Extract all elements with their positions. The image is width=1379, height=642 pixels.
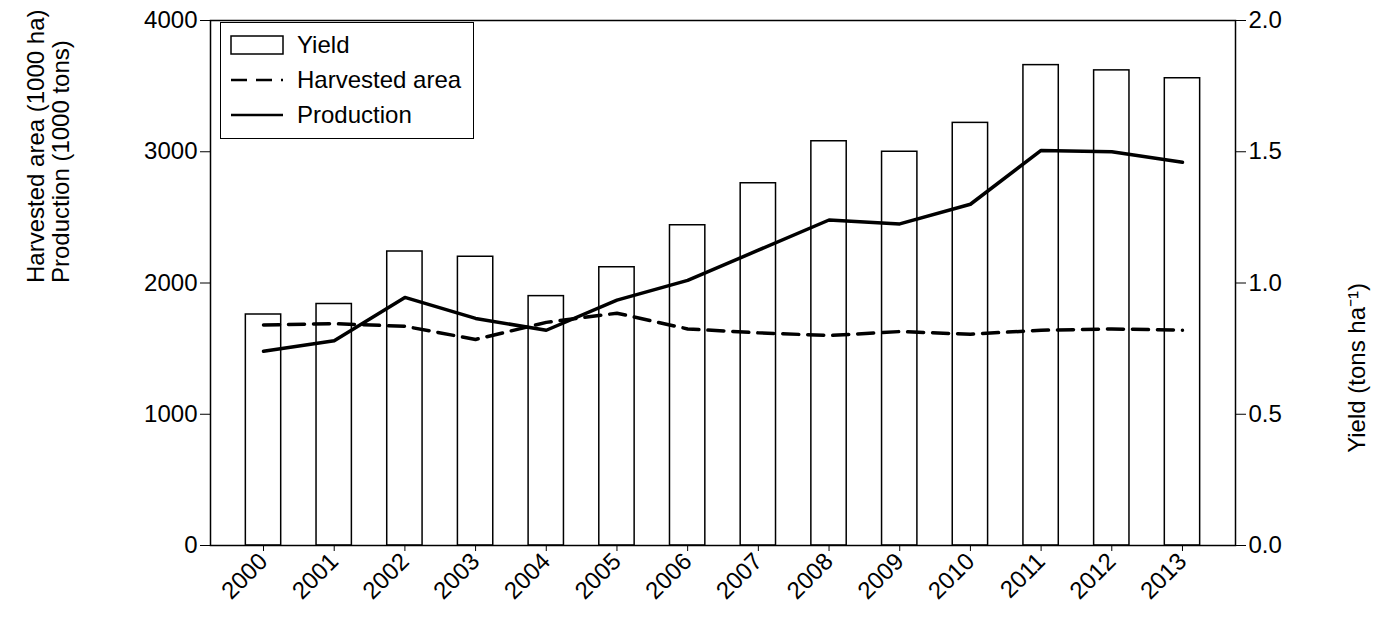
svg-text:1000: 1000 bbox=[144, 400, 197, 427]
html-text:Yield: Yield bbox=[297, 30, 350, 58]
svg-text:2000: 2000 bbox=[144, 269, 197, 296]
svg-text:0.5: 0.5 bbox=[1249, 400, 1282, 427]
svg-text:0.0: 0.0 bbox=[1249, 531, 1282, 558]
html-text:Harvested area: Harvested area bbox=[297, 65, 462, 93]
svg-text:2002: 2002 bbox=[357, 547, 414, 604]
svg-text:0: 0 bbox=[184, 531, 197, 558]
svg-text:2012: 2012 bbox=[1064, 547, 1121, 604]
svg-text:Yield (tons ha⁻¹): Yield (tons ha⁻¹) bbox=[1343, 283, 1370, 453]
svg-text:2008: 2008 bbox=[781, 547, 838, 604]
svg-text:2004: 2004 bbox=[498, 547, 555, 604]
svg-text:Harvested area (1000 ha)Produc: Harvested area (1000 ha)Production (1000… bbox=[22, 10, 74, 284]
svg-text:4000: 4000 bbox=[144, 6, 197, 33]
svg-text:2003: 2003 bbox=[428, 547, 485, 604]
svg-text:2006: 2006 bbox=[640, 547, 697, 604]
svg-text:2.0: 2.0 bbox=[1249, 6, 1282, 33]
svg-text:2010: 2010 bbox=[923, 547, 980, 604]
svg-text:2000: 2000 bbox=[216, 547, 273, 604]
svg-text:2001: 2001 bbox=[286, 547, 343, 604]
svg-text:2009: 2009 bbox=[852, 547, 909, 604]
svg-text:2011: 2011 bbox=[994, 547, 1050, 603]
svg-text:2007: 2007 bbox=[710, 547, 767, 604]
svg-text:2005: 2005 bbox=[569, 547, 626, 604]
html-text:Production: Production bbox=[297, 100, 412, 128]
svg-text:1.0: 1.0 bbox=[1249, 269, 1282, 296]
svg-text:2013: 2013 bbox=[1135, 547, 1192, 604]
svg-text:1.5: 1.5 bbox=[1249, 137, 1282, 164]
svg-text:3000: 3000 bbox=[144, 137, 197, 164]
